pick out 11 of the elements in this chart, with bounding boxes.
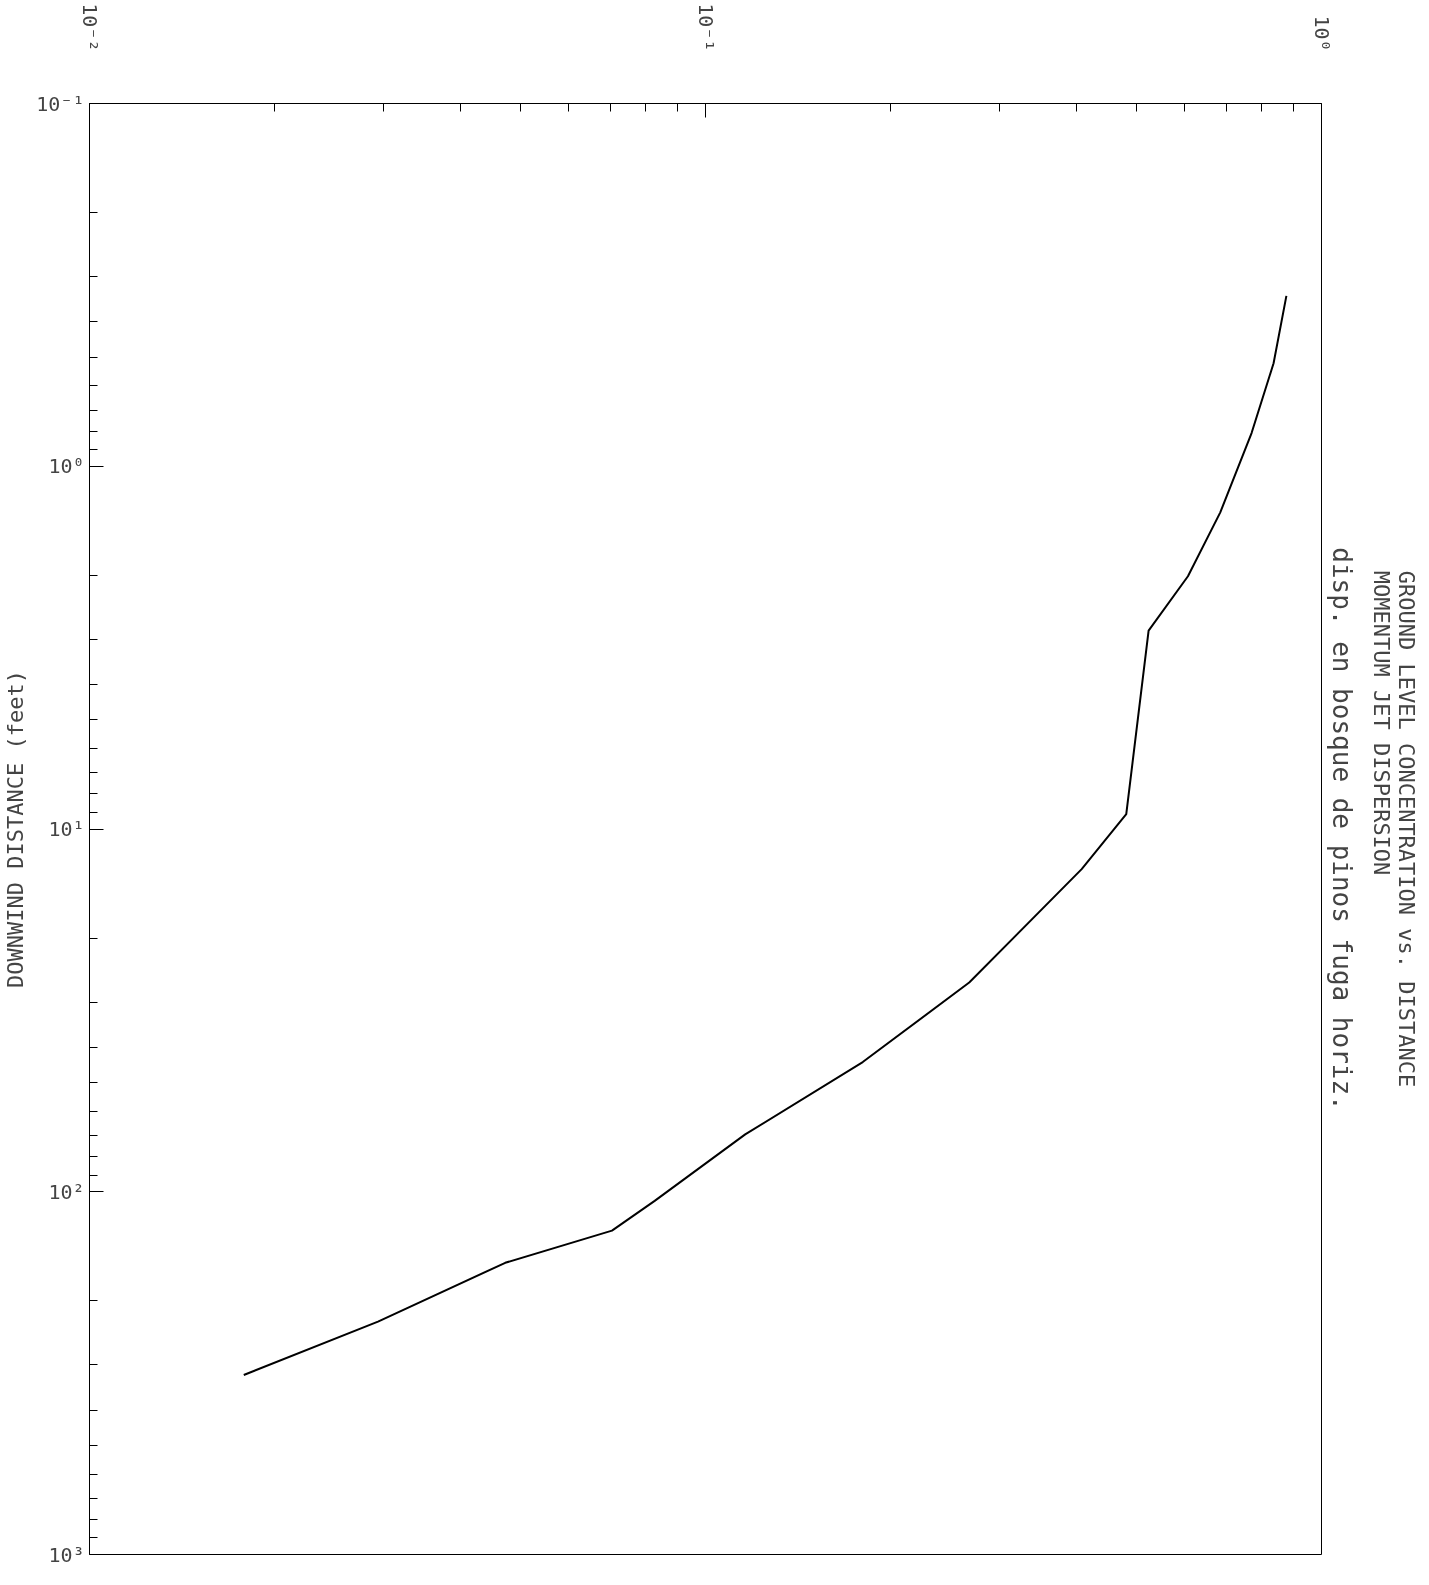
y-tick-label: 10⁰ xyxy=(48,454,85,479)
x-tick-label: 10⁻² xyxy=(77,3,102,52)
x-tick-label: 10⁰ xyxy=(1309,15,1334,52)
y-axis-title: DOWNWIND DISTANCE (feet) xyxy=(3,670,29,988)
text: disp. en bosque de pinos fuga horiz. xyxy=(1326,547,1357,1111)
text: GROUND LEVEL CONCENTRATION vs. DISTANCE MOMENTUM JET DISPERSION xyxy=(1368,570,1419,1088)
y-tick-label: 10² xyxy=(48,1179,85,1204)
y-tick-label: 10¹ xyxy=(48,817,85,841)
x-tick-label: 10⁻¹ xyxy=(693,3,718,52)
y-tick-label: 10³ xyxy=(48,1542,85,1567)
y-tick-label: 10⁻¹ xyxy=(36,91,85,116)
